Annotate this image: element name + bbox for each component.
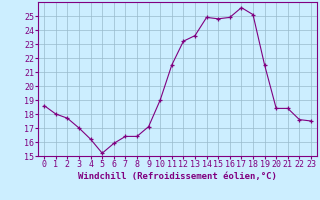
X-axis label: Windchill (Refroidissement éolien,°C): Windchill (Refroidissement éolien,°C) — [78, 172, 277, 181]
